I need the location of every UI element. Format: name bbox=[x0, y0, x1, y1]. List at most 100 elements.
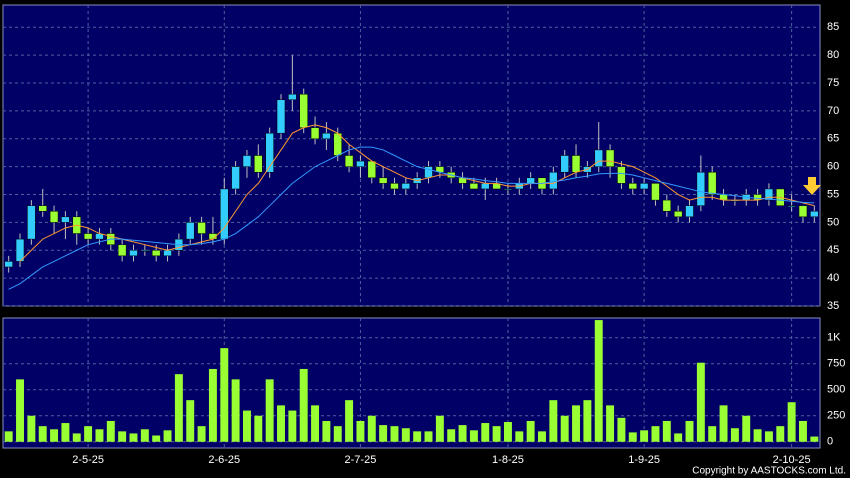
volume-bar bbox=[776, 426, 785, 442]
y-tick-label: 60 bbox=[827, 161, 839, 173]
volume-bar bbox=[628, 432, 637, 442]
volume-bar bbox=[526, 420, 535, 442]
volume-bar bbox=[753, 429, 762, 442]
candle-body bbox=[231, 166, 240, 190]
y-tick-label: 35 bbox=[827, 300, 839, 312]
y-tick-label: 1K bbox=[827, 332, 841, 344]
candle-body bbox=[571, 155, 581, 173]
volume-bar bbox=[50, 429, 59, 442]
y-tick-label: 65 bbox=[827, 133, 839, 145]
volume-bar bbox=[492, 426, 501, 442]
volume-bar bbox=[674, 433, 683, 442]
candle-body bbox=[469, 183, 479, 190]
volume-bar bbox=[413, 431, 422, 442]
candle-body bbox=[696, 171, 706, 206]
candle-body bbox=[265, 132, 274, 173]
candle-body bbox=[662, 199, 672, 212]
volume-bar bbox=[572, 405, 581, 442]
volume-bar bbox=[549, 400, 558, 442]
y-tick-label: 85 bbox=[827, 21, 839, 33]
volume-bar bbox=[163, 430, 172, 442]
y-tick-label: 250 bbox=[827, 410, 845, 422]
volume-bar bbox=[481, 423, 490, 442]
candle-body bbox=[367, 160, 377, 179]
volume-bar bbox=[606, 405, 615, 442]
volume-bar bbox=[742, 415, 751, 442]
volume-bar bbox=[685, 420, 694, 442]
candle-body bbox=[220, 188, 229, 240]
volume-bar bbox=[583, 400, 592, 442]
volume-bar bbox=[242, 410, 251, 442]
volume-bar bbox=[231, 379, 240, 442]
volume-bar bbox=[503, 422, 512, 442]
candle-body bbox=[707, 171, 717, 195]
moving-average-line bbox=[19, 124, 815, 262]
candle-body bbox=[594, 149, 603, 167]
candle-body bbox=[481, 183, 490, 190]
volume-bar bbox=[651, 426, 660, 442]
volume-bar bbox=[38, 426, 47, 442]
volume-bar bbox=[265, 379, 274, 442]
candle-body bbox=[651, 183, 660, 201]
volume-bar bbox=[311, 405, 320, 442]
candle-body bbox=[242, 155, 252, 167]
candle-body bbox=[503, 188, 513, 191]
volume-bar bbox=[345, 400, 354, 442]
x-tick-label: 1-9-25 bbox=[628, 454, 660, 466]
candle-body bbox=[288, 93, 297, 101]
volume-bar bbox=[435, 415, 444, 442]
volume-bar bbox=[106, 420, 115, 442]
volume-bar bbox=[84, 426, 93, 442]
volume-bar bbox=[538, 431, 546, 442]
y-tick-label: 70 bbox=[827, 105, 839, 117]
volume-bar bbox=[617, 417, 626, 442]
candle-body bbox=[401, 183, 411, 190]
volume-bar bbox=[515, 431, 524, 442]
volume-bar bbox=[810, 436, 819, 442]
volume-bar bbox=[220, 348, 229, 442]
volume-bar bbox=[730, 428, 739, 442]
candle-body bbox=[186, 222, 195, 240]
volume-bar bbox=[129, 433, 138, 442]
candle-body bbox=[526, 177, 535, 184]
candle-body bbox=[628, 183, 637, 190]
volume-bar bbox=[367, 415, 376, 442]
volume-bar bbox=[333, 426, 342, 442]
y-tick-label: 750 bbox=[827, 358, 845, 370]
volume-bar bbox=[288, 410, 297, 442]
candle-body bbox=[151, 250, 161, 257]
volume-panel bbox=[2, 317, 821, 449]
candle-body bbox=[117, 244, 127, 257]
y-tick-label: 45 bbox=[827, 244, 839, 256]
volume-bar bbox=[152, 435, 161, 442]
volume-bar bbox=[560, 415, 569, 442]
volume-bar bbox=[469, 430, 478, 442]
candle-body bbox=[560, 155, 569, 173]
volume-bar bbox=[424, 431, 433, 442]
volume-bar bbox=[208, 368, 217, 442]
candle-body bbox=[299, 93, 308, 128]
volume-bar bbox=[458, 425, 467, 442]
volume-bar bbox=[197, 426, 206, 442]
candle-body bbox=[344, 155, 354, 167]
candle-body bbox=[673, 210, 683, 218]
candle-body bbox=[810, 210, 819, 218]
copyright: Copyright by AASTOCKS.com Ltd. bbox=[692, 466, 846, 477]
candle-body bbox=[378, 177, 388, 184]
volume-bar bbox=[186, 400, 195, 442]
volume-bar bbox=[4, 431, 13, 442]
candle-body bbox=[322, 132, 331, 140]
volume-bar bbox=[322, 420, 331, 442]
y-tick-label: 80 bbox=[827, 49, 839, 61]
y-tick-label: 500 bbox=[827, 384, 845, 396]
volume-bar bbox=[719, 405, 728, 442]
y-tick-label: 50 bbox=[827, 216, 839, 228]
volume-bar bbox=[356, 420, 365, 442]
volume-bar bbox=[379, 425, 388, 442]
volume-bar bbox=[390, 426, 399, 442]
volume-bar bbox=[72, 433, 81, 442]
candle-body bbox=[38, 205, 47, 212]
volume-bar bbox=[254, 415, 263, 442]
candle-body bbox=[4, 261, 13, 268]
